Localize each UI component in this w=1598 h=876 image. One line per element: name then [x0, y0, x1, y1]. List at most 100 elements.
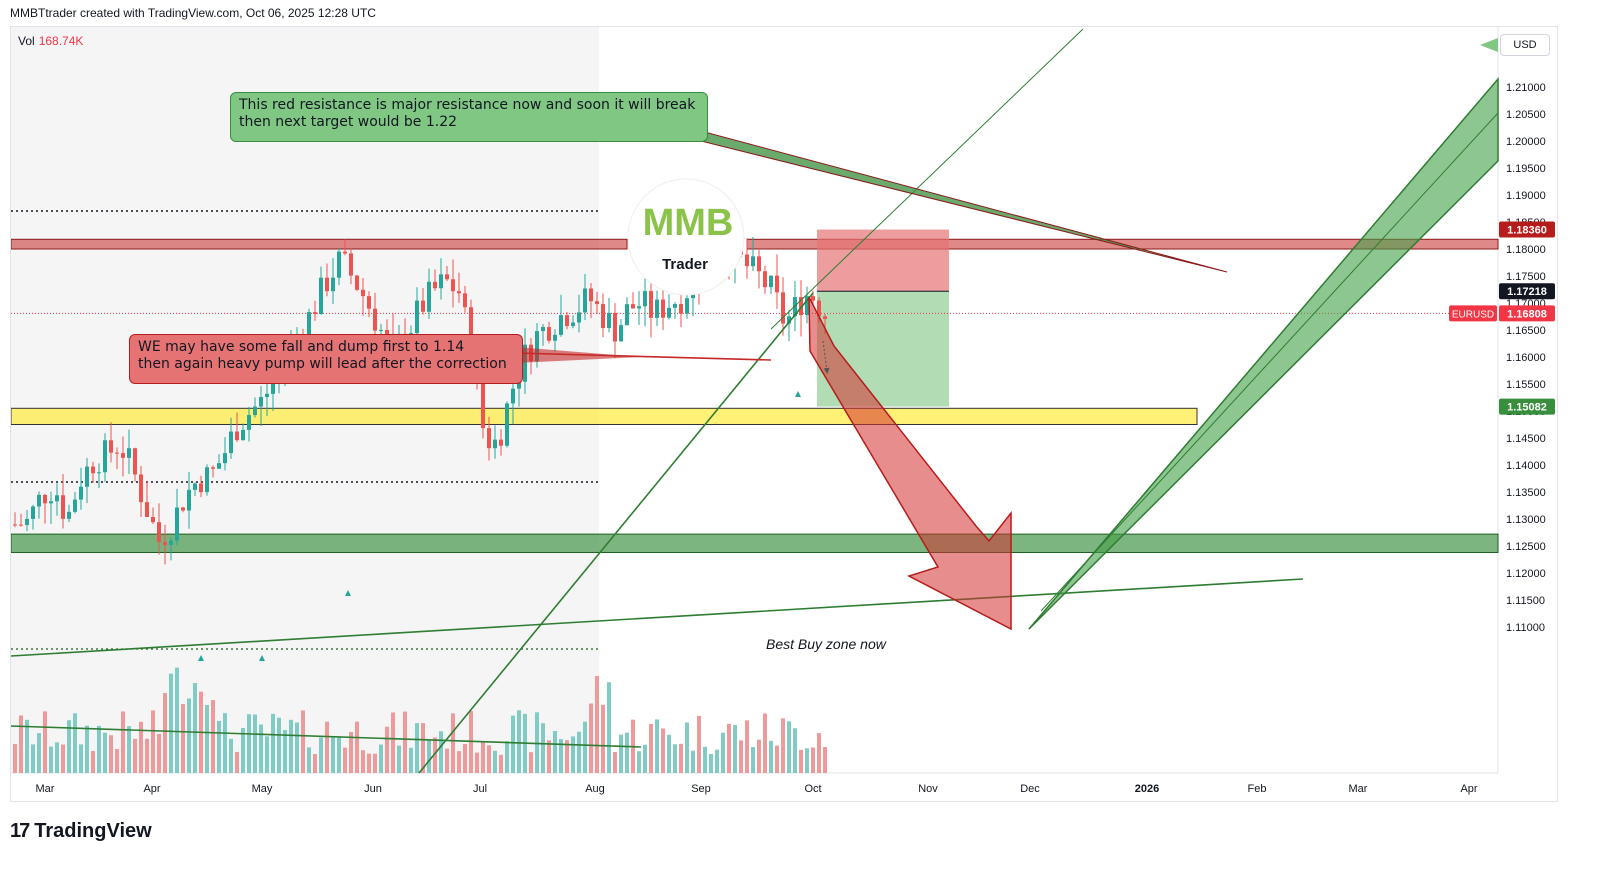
candle-body: [241, 429, 245, 441]
volume-bar: [439, 731, 443, 773]
candle-body: [613, 312, 617, 342]
support-trend-line[interactable]: [11, 578, 1304, 657]
candle-body: [361, 289, 365, 297]
time-tick-label: Mar: [36, 783, 55, 795]
logo-bottom-text: Trader: [662, 256, 708, 273]
time-tick-label: Apr: [143, 783, 160, 795]
price-tag-value: 1.17218: [1507, 286, 1547, 298]
marker-triangle: [259, 655, 265, 661]
candle-body: [745, 254, 749, 267]
candle-body: [385, 329, 389, 334]
volume-bar: [565, 740, 569, 773]
volume-bar: [475, 752, 479, 773]
currency-button[interactable]: USD: [1500, 34, 1550, 56]
candle-body: [421, 300, 425, 312]
candle-body: [151, 516, 155, 523]
candle-body: [133, 448, 137, 475]
volume-trend-line[interactable]: [11, 725, 642, 748]
volume-bar: [217, 720, 221, 773]
chart-frame[interactable]: MMB Trader Best Buy zone now 1.21000 1.20…: [10, 26, 1558, 802]
note-correction[interactable]: WE may have some fall and dump first to …: [129, 334, 523, 384]
volume-bar: [637, 751, 641, 773]
price-tick-label: 1.12000: [1506, 568, 1546, 580]
candle-body: [109, 440, 113, 453]
candle-body: [439, 274, 443, 289]
down-arrow[interactable]: [808, 296, 1012, 631]
volume-bar: [787, 721, 791, 773]
volume-bar: [451, 713, 455, 773]
volume-bar: [811, 747, 815, 773]
candle-body: [463, 293, 467, 308]
tradingview-logo[interactable]: 17 TradingView: [10, 820, 152, 843]
collapse-arrow-icon[interactable]: [1480, 38, 1498, 52]
volume-bar: [697, 715, 701, 773]
uptrend-line[interactable]: [418, 292, 814, 774]
candle-body: [325, 277, 329, 292]
note-red-pointer: [516, 347, 641, 363]
volume-bar: [241, 727, 245, 773]
volume-legend-label: Vol: [18, 34, 35, 48]
volume-bar: [823, 747, 827, 773]
candle-body: [187, 489, 191, 511]
volume-bar: [577, 731, 581, 773]
volume-bar: [775, 745, 779, 773]
volume-bar: [265, 736, 269, 773]
candle-body: [343, 251, 347, 254]
volume-bar: [289, 719, 293, 773]
volume-bar: [715, 749, 719, 773]
volume-bar: [229, 738, 233, 773]
support-zone[interactable]: [11, 407, 1198, 425]
long-trend-line[interactable]: [770, 28, 1084, 330]
price-axis[interactable]: 1.210001.205001.200001.195001.190001.185…: [1506, 82, 1546, 634]
volume-bar: [325, 721, 329, 773]
candle-body: [445, 274, 449, 280]
volume-bar: [97, 725, 101, 773]
volume-bar: [607, 682, 611, 773]
chart-canvas[interactable]: MMB Trader Best Buy zone now 1.21000 1.20…: [11, 27, 1558, 802]
candle-body: [313, 312, 317, 315]
volume-bar: [73, 713, 77, 773]
time-tick-label: Jul: [473, 783, 487, 795]
resistance-zone[interactable]: [11, 238, 628, 250]
candle-body: [547, 327, 551, 341]
volume-bar: [295, 722, 299, 773]
volume-bar: [391, 712, 395, 773]
buy-zone[interactable]: [11, 533, 1499, 553]
candle-body: [673, 304, 677, 308]
candle-body: [25, 518, 29, 525]
time-tick-label: May: [252, 783, 273, 795]
volume-bar: [505, 741, 509, 773]
position-stop-area[interactable]: [817, 229, 949, 292]
candle-body: [61, 495, 65, 519]
time-tick-label: Feb: [1248, 783, 1267, 795]
candle-body: [667, 307, 671, 318]
marker-triangle: [795, 391, 801, 397]
volume-bar: [421, 723, 425, 773]
price-tick-label: 1.16500: [1506, 325, 1546, 337]
volume-bar: [223, 713, 227, 773]
candle-body: [553, 334, 557, 341]
volume-bar: [709, 753, 713, 773]
volume-bar: [397, 745, 401, 773]
volume-bar: [385, 726, 389, 773]
candle-body: [481, 377, 485, 429]
volume-bar: [817, 733, 821, 773]
candle-body: [601, 304, 605, 329]
price-tick-label: 1.13500: [1506, 487, 1546, 499]
candle-body: [577, 312, 581, 323]
candle-body: [271, 379, 275, 394]
note-correction-line1: WE may have some fall and dump first to …: [138, 339, 465, 355]
time-tick-label: Aug: [585, 783, 605, 795]
volume-bar: [727, 723, 731, 773]
volume-bar: [49, 746, 53, 773]
candle-body: [433, 281, 437, 289]
candle-body: [655, 299, 659, 318]
volume-bar: [271, 713, 275, 773]
time-axis[interactable]: Mar Apr May Jun Jul Aug Sep Oct Nov Dec 2026 Feb Mar…: [36, 783, 1478, 795]
up-arrow[interactable]: [1028, 76, 1499, 630]
up-arrow-inner: [1040, 112, 1499, 612]
candle-body: [505, 403, 509, 446]
note-resistance[interactable]: This red resistance is major resistance …: [230, 92, 708, 142]
volume-bar: [667, 734, 671, 773]
candle-body: [763, 271, 767, 288]
